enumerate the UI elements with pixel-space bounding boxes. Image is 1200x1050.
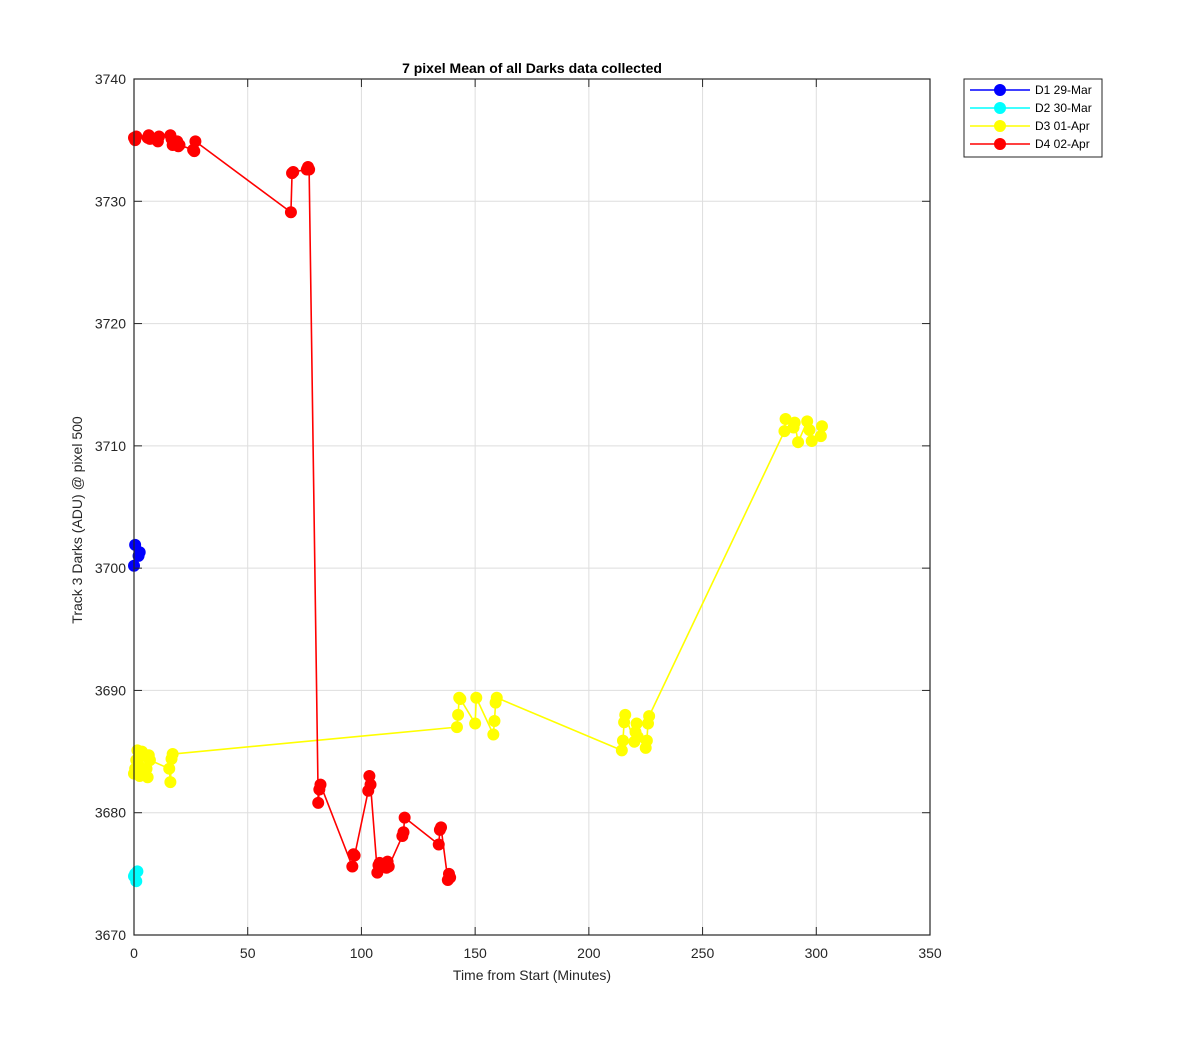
x-tick-label: 300 [805, 945, 829, 961]
data-point-d3-01-apr [619, 708, 632, 721]
data-point-d3-01-apr [488, 715, 501, 727]
data-point-d2-30-mar [130, 875, 143, 888]
y-tick-label: 3720 [95, 316, 126, 332]
legend-entry-d3-01-apr: D3 01-Apr [1035, 119, 1090, 133]
legend-marker-d2-30-mar [994, 102, 1006, 114]
data-point-d4-02-apr [346, 860, 359, 873]
legend-marker-d1-29-mar [994, 84, 1006, 96]
x-axis-label: Time from Start (Minutes) [453, 967, 611, 983]
data-point-d3-01-apr [470, 691, 483, 704]
data-point-d3-01-apr [815, 420, 828, 433]
data-point-d3-01-apr [454, 692, 467, 705]
y-tick-label: 3710 [95, 438, 126, 454]
legend-marker-d3-01-apr [994, 120, 1006, 132]
data-point-d3-01-apr [166, 748, 179, 761]
series-markers [128, 129, 828, 888]
y-tick-label: 3680 [95, 805, 126, 821]
data-point-d3-01-apr [615, 744, 628, 757]
data-point-d3-01-apr [143, 754, 156, 767]
data-point-d3-01-apr [616, 734, 629, 747]
chart-title: 7 pixel Mean of all Darks data collected [402, 60, 662, 76]
data-point-d3-01-apr [141, 771, 154, 784]
y-axis-label: Track 3 Darks (ADU) @ pixel 500 [69, 416, 85, 624]
x-tick-label: 250 [691, 945, 715, 961]
data-point-d4-02-apr [284, 206, 297, 219]
data-point-d3-01-apr [640, 734, 653, 747]
legend-entry-d4-02-apr: D4 02-Apr [1035, 137, 1090, 151]
y-tick-label: 3670 [95, 927, 126, 943]
y-tick-label: 3700 [95, 560, 126, 576]
data-point-d3-01-apr [805, 434, 818, 447]
data-point-d4-02-apr [287, 165, 300, 178]
data-point-d4-02-apr [189, 135, 202, 148]
data-point-d3-01-apr [450, 721, 463, 734]
data-point-d3-01-apr [643, 710, 656, 723]
data-point-d4-02-apr [188, 145, 201, 158]
axis-ticks: 0 50 100 150 200 250 300 350 3670 3680 3690 3700 371… [95, 71, 942, 961]
data-point-d4-02-apr [444, 871, 457, 884]
data-point-d3-01-apr [630, 717, 643, 730]
legend-marker-d4-02-apr [994, 138, 1006, 150]
data-point-d2-30-mar [131, 865, 144, 878]
data-point-d4-02-apr [312, 796, 325, 809]
x-tick-label: 100 [350, 945, 374, 961]
y-tick-label: 3730 [95, 193, 126, 209]
data-point-d3-01-apr [490, 691, 503, 704]
data-point-d3-01-apr [164, 776, 177, 789]
data-point-d3-01-apr [792, 436, 805, 449]
data-point-d3-01-apr [487, 728, 500, 741]
data-point-d1-29-mar [133, 546, 146, 559]
plot-border [133, 78, 931, 936]
data-point-d4-02-apr [382, 860, 395, 873]
legend: D1 29-Mar D2 30-Mar D3 01-Apr D4 02-Apr [963, 78, 1103, 158]
plot-area [134, 79, 930, 935]
y-tick-label: 3740 [95, 71, 126, 87]
y-tick-label: 3690 [95, 682, 126, 698]
x-tick-label: 200 [577, 945, 601, 961]
data-point-d4-02-apr [435, 821, 448, 834]
data-point-d4-02-apr [364, 778, 377, 791]
data-point-d3-01-apr [788, 416, 801, 429]
data-point-d4-02-apr [130, 130, 143, 143]
data-point-d4-02-apr [173, 139, 186, 152]
data-point-d4-02-apr [398, 811, 411, 824]
data-point-d3-01-apr [452, 708, 465, 721]
data-point-d4-02-apr [314, 778, 327, 791]
data-point-d3-01-apr [814, 430, 827, 443]
data-point-d4-02-apr [432, 838, 445, 851]
data-point-d3-01-apr [469, 717, 482, 730]
data-point-d4-02-apr [153, 130, 166, 143]
x-tick-label: 350 [918, 945, 942, 961]
data-point-d4-02-apr [397, 826, 410, 839]
x-tick-label: 0 [130, 945, 138, 961]
data-point-d4-02-apr [303, 163, 316, 176]
data-point-d4-02-apr [348, 849, 361, 862]
data-point-d3-01-apr [163, 762, 176, 775]
x-tick-label: 150 [463, 945, 487, 961]
legend-entry-d1-29-mar: D1 29-Mar [1035, 83, 1092, 97]
data-point-d3-01-apr [803, 423, 816, 436]
legend-entry-d2-30-mar: D2 30-Mar [1035, 101, 1092, 115]
x-tick-label: 50 [240, 945, 256, 961]
